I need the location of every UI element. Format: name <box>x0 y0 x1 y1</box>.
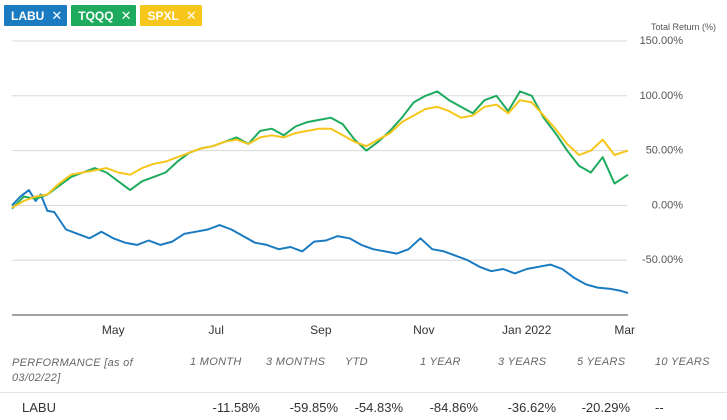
row-value-3-months: -59.85% <box>289 400 338 415</box>
row-value-10-years: -- <box>655 400 664 415</box>
row-value-5-years: -20.29% <box>581 400 630 415</box>
series-line-spxl <box>11 99 629 209</box>
tab-label: LABU <box>11 8 45 23</box>
tab-label: SPXL <box>147 8 179 23</box>
tab-labu[interactable]: LABU ✕ <box>4 5 68 26</box>
x-tick-label: May <box>102 323 125 337</box>
y-tick-label: 100.00% <box>640 90 684 102</box>
tab-label: TQQQ <box>78 8 114 23</box>
col-ytd: YTD <box>345 356 368 368</box>
col-1-year: 1 YEAR <box>420 356 461 368</box>
series-line-tqqq <box>11 90 629 210</box>
y-tick-label: 0.00% <box>652 199 683 211</box>
x-tick-label: Nov <box>413 323 434 337</box>
close-icon[interactable]: ✕ <box>51 7 63 23</box>
y-tick-label: 150.00% <box>640 35 684 47</box>
row-fund-name: LABU <box>22 400 56 415</box>
table-row: LABU -11.58% -59.85% -54.83% -84.86% -36… <box>0 392 727 417</box>
col-1-month: 1 MONTH <box>190 356 242 368</box>
y-tick-label: 50.00% <box>646 145 684 157</box>
x-tick-label: Sep <box>310 323 332 337</box>
row-value-ytd: -54.83% <box>354 400 403 415</box>
col-3-years: 3 YEARS <box>498 356 547 368</box>
return-chart: Total Return (%) 150.00% 100.00% 50.00% 0.00… <box>11 22 716 337</box>
row-value-1-month: -11.58% <box>212 400 260 415</box>
close-icon[interactable]: ✕ <box>185 7 197 23</box>
tab-spxl[interactable]: SPXL ✕ <box>140 5 202 26</box>
col-10-years: 10 YEARS <box>655 356 710 368</box>
row-value-1-year: -84.86% <box>429 400 478 415</box>
series-tabs: LABU ✕ TQQQ ✕ SPXL ✕ <box>4 5 202 26</box>
performance-header: PERFORMANCE [as of 03/02/22] 1 MONTH 3 M… <box>0 350 727 392</box>
tab-tqqq[interactable]: TQQQ ✕ <box>71 5 137 26</box>
series-line-labu <box>11 189 629 295</box>
row-value-3-years: -36.62% <box>507 400 556 415</box>
close-icon[interactable]: ✕ <box>120 7 132 23</box>
x-tick-label: Jul <box>209 323 224 337</box>
col-5-years: 5 YEARS <box>577 356 626 368</box>
x-tick-label: Mar <box>614 323 635 337</box>
x-tick-label: Jan 2022 <box>502 323 552 337</box>
y-axis-title: Total Return (%) <box>651 22 716 32</box>
y-tick-label: -50.00% <box>642 254 683 266</box>
col-3-months: 3 MONTHS <box>266 356 326 368</box>
performance-title: PERFORMANCE [as of 03/02/22] <box>12 357 133 384</box>
